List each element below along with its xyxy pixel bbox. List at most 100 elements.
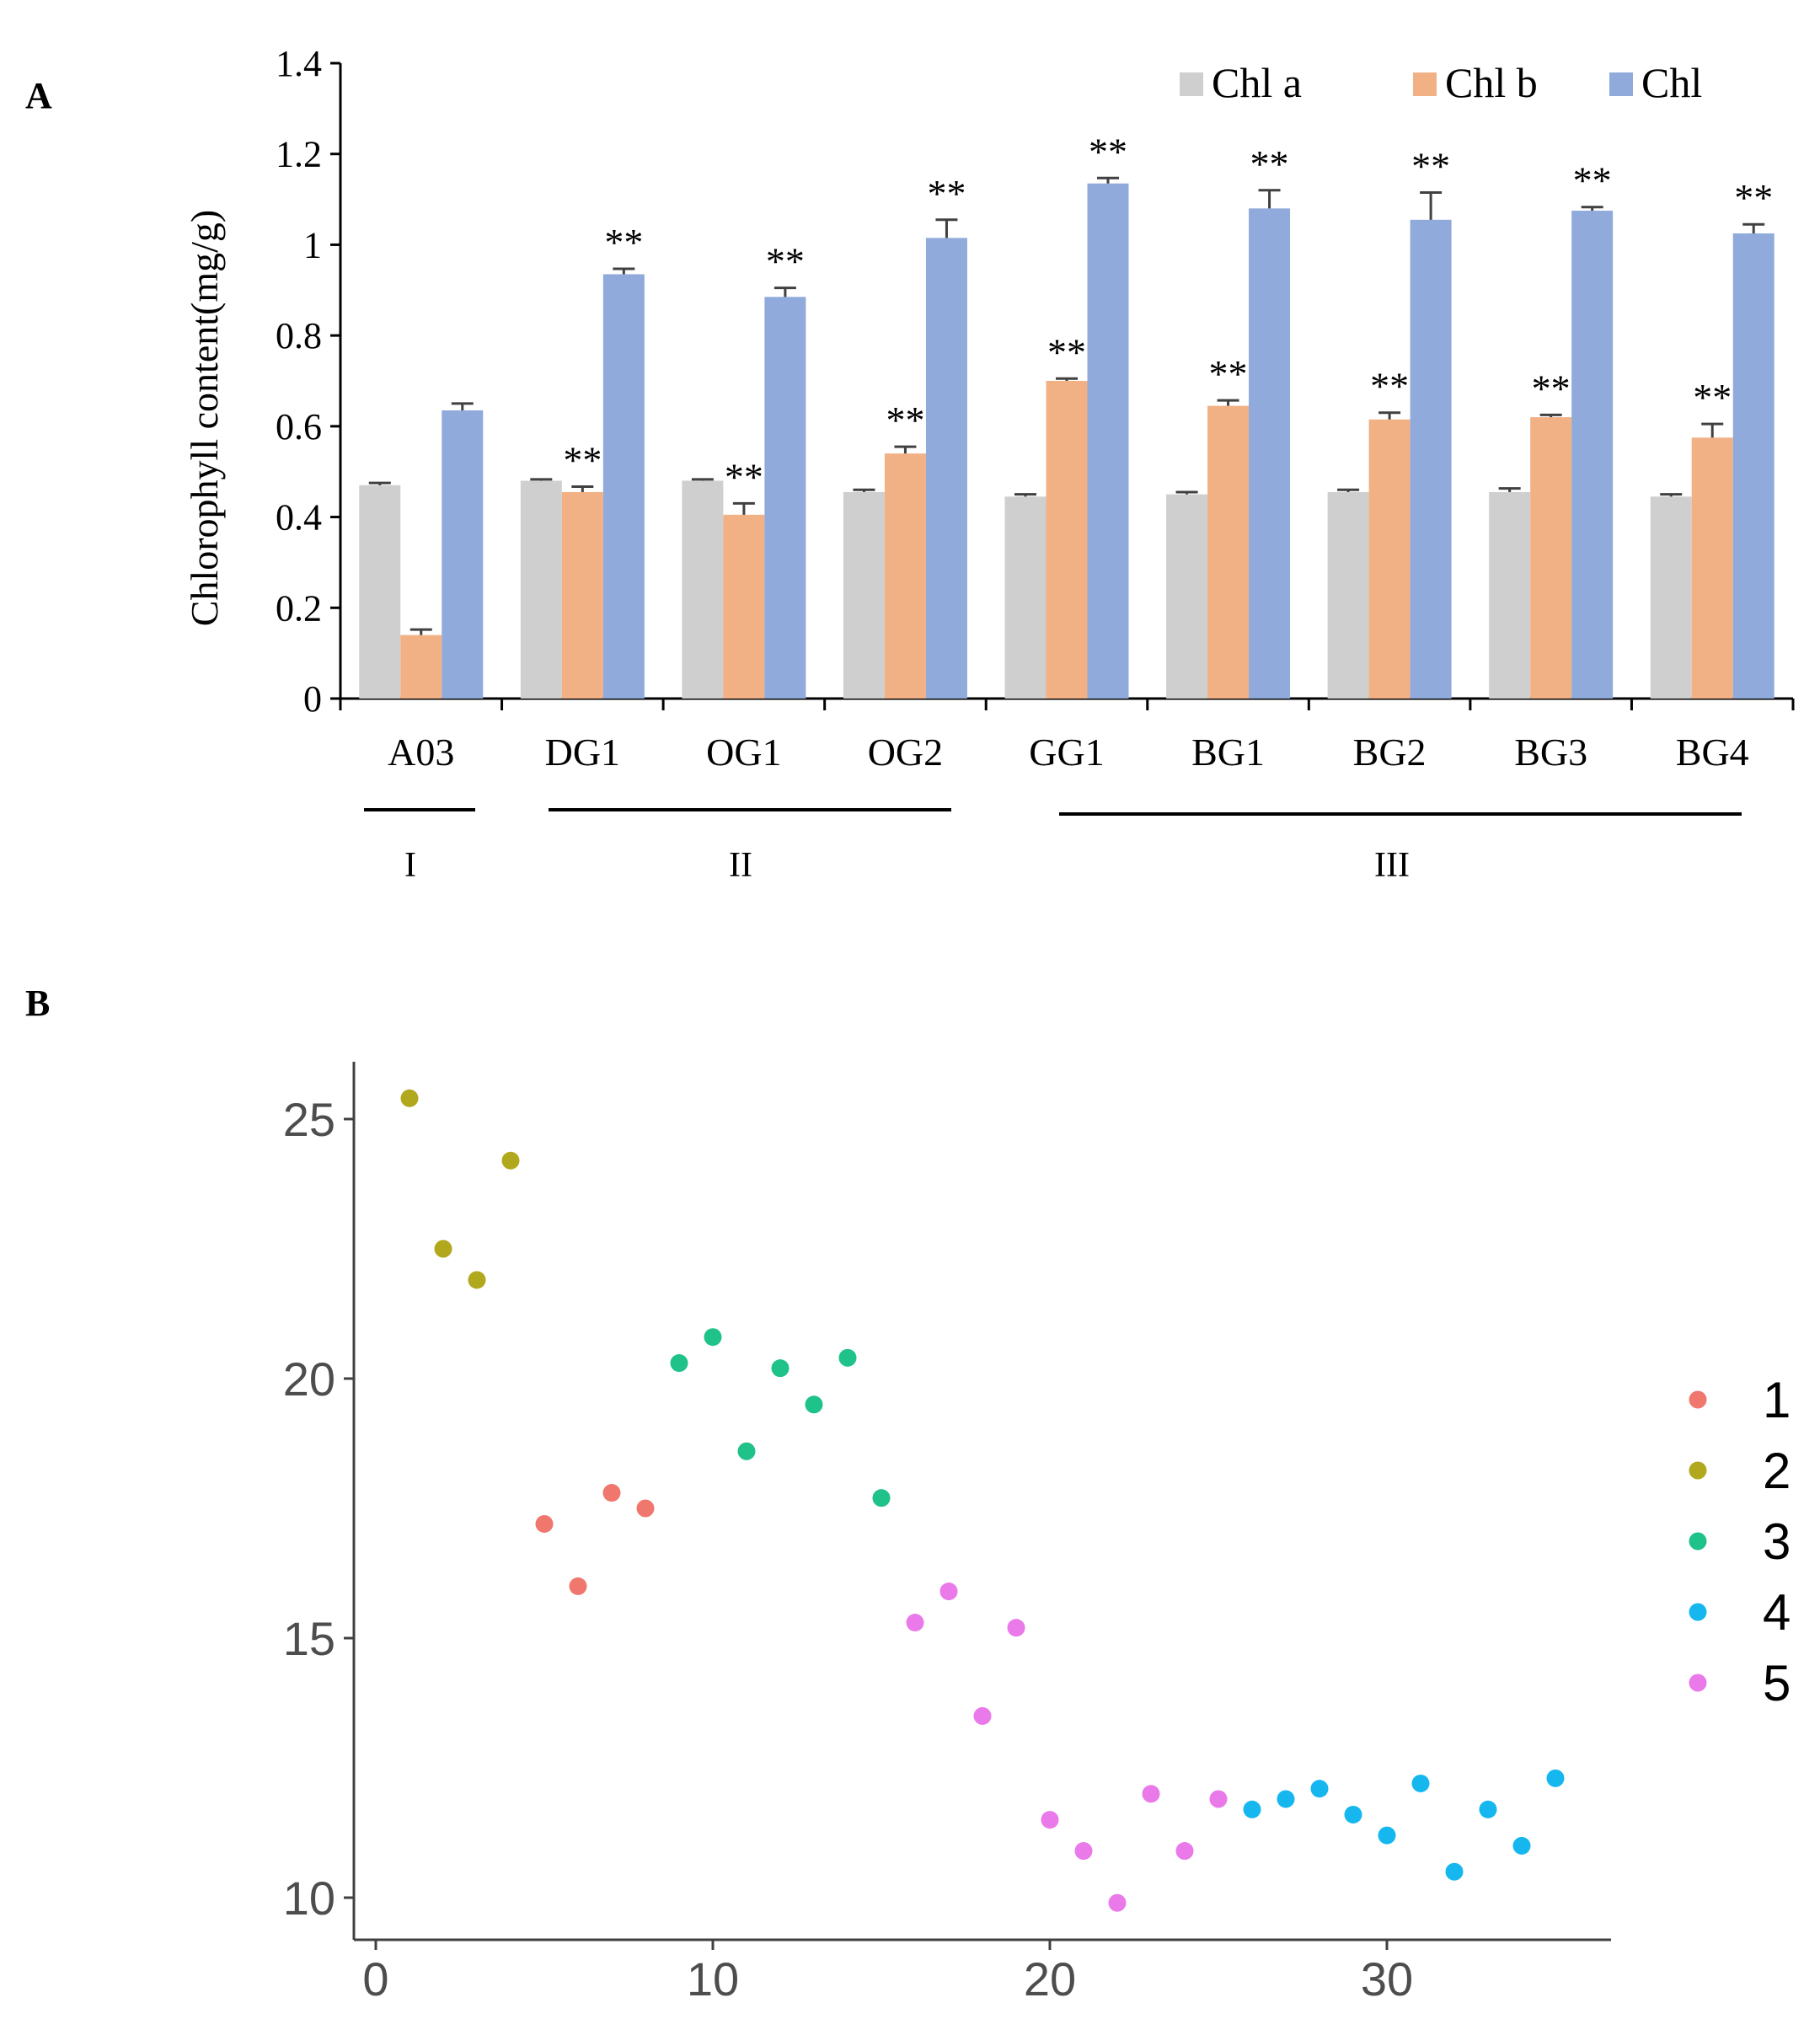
- scatter-chart: 10 15 20 25 0 10 20 30 1 2 3 4 5: [283, 1062, 1791, 2006]
- scatter-point-cluster-5: [906, 1614, 924, 1632]
- scatter-x-tick-label: 10: [687, 1952, 739, 2006]
- significance-marker: **: [1411, 144, 1450, 187]
- scatter-point-cluster-1: [569, 1577, 587, 1595]
- bar-chart-groups: I II III: [364, 808, 1742, 885]
- scatter-point-cluster-4: [1344, 1805, 1362, 1824]
- scatter-legend-label: 2: [1763, 1443, 1791, 1499]
- y-tick-label: 1.4: [276, 43, 322, 84]
- scatter-point-cluster-3: [805, 1395, 823, 1414]
- x-tick-label: A03: [388, 731, 454, 774]
- x-tick-label: GG1: [1029, 731, 1104, 774]
- scatter-point-cluster-2: [434, 1240, 452, 1258]
- bar-chart-tick-labels: 0 0.2 0.4 0.6 0.8 1 1.2 1.4 A03 DG1 OG1 OG2 GG1 BG1 BG…: [276, 43, 1749, 774]
- scatter-chart-axes: [344, 1062, 1611, 1950]
- scatter-point-cluster-5: [1007, 1619, 1025, 1637]
- scatter-point-cluster-3: [838, 1348, 857, 1367]
- scatter-point-cluster-5: [973, 1706, 992, 1725]
- bar-chl: [442, 410, 484, 699]
- scatter-chart-tick-labels: 10 15 20 25 0 10 20 30: [283, 1093, 1413, 2006]
- bar-chl-b: [884, 453, 926, 699]
- bar-chl-a: [1489, 491, 1531, 699]
- x-tick-label: BG2: [1353, 731, 1427, 774]
- bar-chl: [602, 274, 645, 699]
- scatter-legend-swatch: [1689, 1461, 1707, 1480]
- bar-chl: [1087, 183, 1129, 699]
- significance-marker: **: [1734, 176, 1773, 219]
- scatter-point-cluster-3: [737, 1442, 756, 1460]
- legend-label: Chl a: [1212, 59, 1302, 106]
- y-tick-label: 0: [303, 678, 322, 720]
- scatter-legend-label: 1: [1763, 1372, 1791, 1428]
- bar-chl-b: [1691, 437, 1733, 699]
- x-tick-label: OG2: [868, 731, 943, 774]
- scatter-legend-swatch: [1689, 1603, 1707, 1621]
- x-tick-label: OG1: [706, 731, 781, 774]
- scatter-y-tick-label: 25: [283, 1093, 335, 1146]
- bar-chl-b: [1530, 417, 1572, 699]
- scatter-point-cluster-5: [1108, 1893, 1127, 1912]
- bar-chl-b: [1046, 381, 1088, 699]
- scatter-point-cluster-4: [1378, 1826, 1396, 1845]
- scatter-point-cluster-5: [1175, 1842, 1194, 1861]
- scatter-point-cluster-4: [1277, 1790, 1295, 1808]
- scatter-point-cluster-3: [771, 1359, 790, 1378]
- scatter-point-cluster-3: [670, 1354, 688, 1373]
- bar-chl: [1410, 219, 1452, 699]
- bar-chart: ** ** ** ** ** ** ** ** ** ** ** ** ** ** ** ** 0 0.2 0.4…: [183, 43, 1795, 885]
- y-tick-label: 0.6: [276, 406, 322, 447]
- panel-b-label: B: [25, 983, 50, 1024]
- bar-chl-a: [1166, 494, 1208, 699]
- bar-chart-y-axis-label: Chlorophyll content(mg/g): [183, 210, 226, 626]
- y-tick-label: 0.2: [276, 587, 322, 629]
- scatter-point-cluster-4: [1445, 1862, 1464, 1881]
- scatter-point-cluster-4: [1512, 1836, 1531, 1855]
- legend-label: Chl: [1641, 59, 1702, 106]
- bar-chl-a: [843, 491, 885, 699]
- significance-marker: **: [1573, 159, 1612, 202]
- significance-marker: **: [563, 438, 602, 481]
- bar-chart-significance: ** ** ** ** ** ** ** ** ** ** ** ** ** ** ** **: [563, 130, 1773, 498]
- scatter-point-cluster-1: [602, 1484, 621, 1502]
- group-label: II: [729, 846, 752, 885]
- significance-marker: **: [1209, 352, 1248, 395]
- scatter-legend-swatch: [1689, 1390, 1707, 1409]
- scatter-x-tick-label: 20: [1024, 1952, 1076, 2006]
- scatter-y-tick-label: 15: [283, 1612, 335, 1665]
- group-label: III: [1374, 846, 1410, 885]
- scatter-point-cluster-5: [1209, 1790, 1228, 1808]
- scatter-point-cluster-2: [501, 1151, 520, 1170]
- panel-a-label: A: [25, 75, 52, 116]
- bar-chl: [1732, 233, 1774, 699]
- significance-marker: **: [604, 221, 643, 264]
- significance-marker: **: [1693, 376, 1732, 419]
- scatter-legend-label: 3: [1763, 1513, 1791, 1570]
- scatter-point-cluster-4: [1310, 1780, 1329, 1798]
- legend-swatch: [1180, 72, 1203, 96]
- bar-chart-bars: [359, 183, 1774, 699]
- bar-chl-a: [1650, 496, 1692, 699]
- bar-chl-a: [520, 480, 562, 699]
- group-label: I: [404, 846, 416, 885]
- bar-chl-b: [400, 635, 442, 699]
- scatter-point-cluster-2: [400, 1089, 419, 1107]
- scatter-legend-label: 5: [1763, 1655, 1791, 1711]
- bar-chl: [764, 297, 806, 699]
- significance-marker: **: [766, 240, 805, 283]
- scatter-y-tick-label: 20: [283, 1352, 335, 1406]
- scatter-point-cluster-4: [1411, 1774, 1430, 1792]
- bar-chl-b: [561, 491, 603, 699]
- scatter-chart-points: [400, 1089, 1565, 1912]
- scatter-chart-legend: 1 2 3 4 5: [1689, 1372, 1791, 1711]
- bar-chl-a: [359, 485, 401, 699]
- scatter-point-cluster-3: [704, 1328, 722, 1347]
- x-tick-label: DG1: [545, 731, 620, 774]
- scatter-point-cluster-1: [636, 1499, 655, 1518]
- bar-chart-legend: Chl a Chl b Chl: [1180, 59, 1702, 106]
- bar-chl-a: [682, 480, 724, 699]
- scatter-legend-label: 4: [1763, 1584, 1791, 1641]
- significance-marker: **: [1370, 365, 1409, 408]
- scatter-point-cluster-4: [1546, 1769, 1565, 1787]
- scatter-point-cluster-4: [1243, 1800, 1261, 1818]
- bar-chl-b: [1207, 405, 1250, 699]
